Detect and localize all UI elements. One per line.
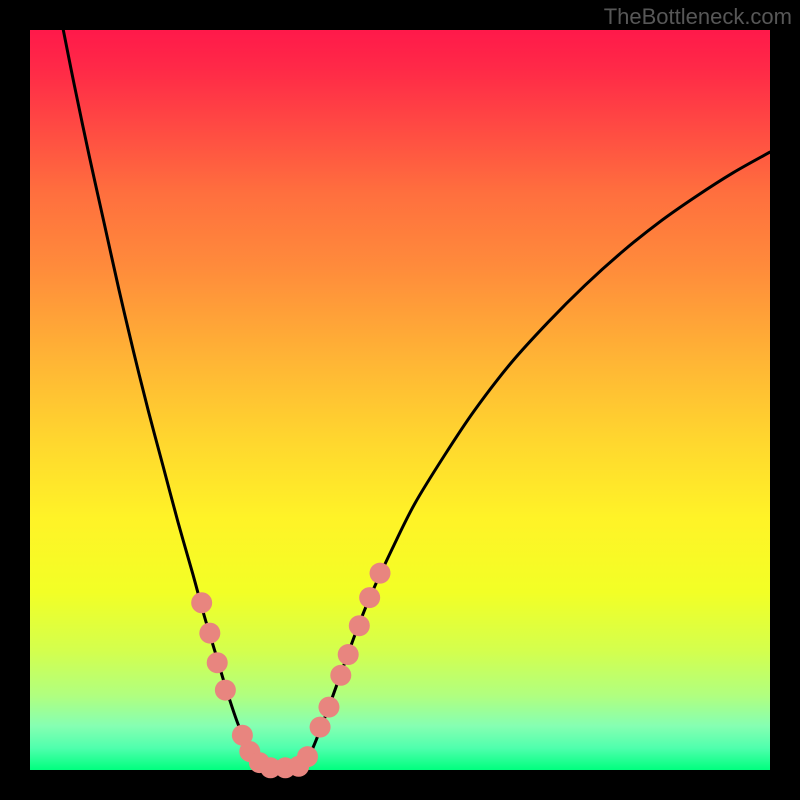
curve-marker — [297, 746, 318, 767]
curve-marker — [359, 587, 380, 608]
curve-marker — [207, 652, 228, 673]
chart-frame: TheBottleneck.com — [0, 0, 800, 800]
plot-area — [30, 30, 770, 770]
curve-marker — [191, 592, 212, 613]
curve-marker — [215, 680, 236, 701]
curve-marker — [318, 697, 339, 718]
curve-markers — [191, 563, 390, 779]
curve-marker — [338, 644, 359, 665]
bottleneck-curve — [63, 30, 770, 768]
curve-marker — [370, 563, 391, 584]
plot-svg — [30, 30, 770, 770]
curve-marker — [349, 615, 370, 636]
curve-marker — [330, 665, 351, 686]
curve-marker — [310, 717, 331, 738]
curve-marker — [199, 623, 220, 644]
watermark-text: TheBottleneck.com — [604, 4, 792, 30]
